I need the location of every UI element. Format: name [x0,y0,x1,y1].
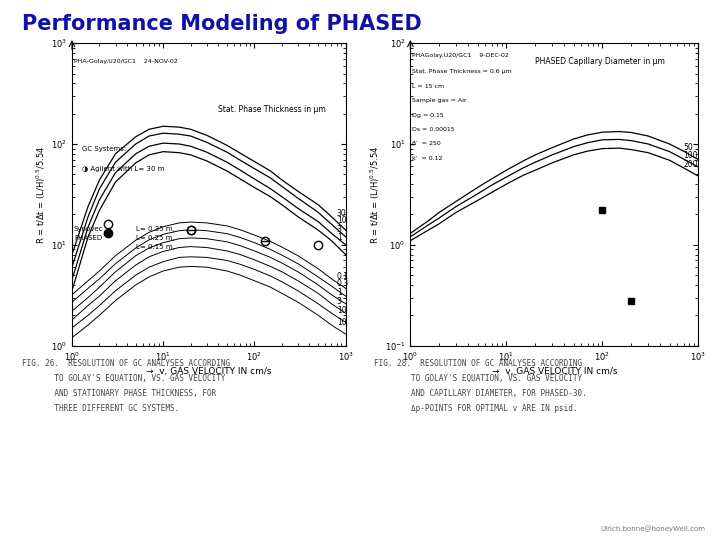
Text: ◑ Agilent with L= 30 m: ◑ Agilent with L= 30 m [82,166,165,172]
Text: L= 0.35 m,: L= 0.35 m, [136,226,175,232]
Text: 200: 200 [683,160,698,169]
Text: TO GOLAY'S EQUATION, VS. GAS VELOCITY: TO GOLAY'S EQUATION, VS. GAS VELOCITY [374,374,582,383]
Text: Stat. Phase Thickness in μm: Stat. Phase Thickness in μm [218,105,326,113]
Text: Ulrich.bonne@honeyWell.com: Ulrich.bonne@honeyWell.com [600,525,706,532]
Text: PHASED Capillary Diameter in μm: PHASED Capillary Diameter in μm [535,57,665,65]
Text: PHA-Golay.U20/GC1    24-NOV-02: PHA-Golay.U20/GC1 24-NOV-02 [74,59,178,64]
Text: PHAGolay.U20/GC1    9-DEC-02: PHAGolay.U20/GC1 9-DEC-02 [413,53,509,58]
Text: Synovec: Synovec [74,226,104,232]
Text: kʹ  = 0.12: kʹ = 0.12 [413,156,443,161]
Text: 10: 10 [337,307,346,315]
Text: 30: 30 [337,209,346,218]
Text: 50: 50 [683,143,693,152]
Text: 10: 10 [337,319,346,327]
Text: L= 0.25 m,: L= 0.25 m, [136,234,174,240]
Text: Performance Modeling of PHASED: Performance Modeling of PHASED [22,14,421,33]
Text: Ds = 0.00015: Ds = 0.00015 [413,127,455,132]
Text: Δp-POINTS FOR OPTIMAL v ARE IN psid.: Δp-POINTS FOR OPTIMAL v ARE IN psid. [374,404,578,414]
X-axis label: →  v, GAS VELOCITY IN cm/s: → v, GAS VELOCITY IN cm/s [492,367,617,376]
Text: FIG. 28.  RESOLUTION OF GC ANALYSES ACCORDING: FIG. 28. RESOLUTION OF GC ANALYSES ACCOR… [374,359,582,368]
Text: Stat. Phase Thickness = 0.6 µm: Stat. Phase Thickness = 0.6 µm [413,69,512,75]
Text: GC Systems:: GC Systems: [82,146,127,152]
Text: 1: 1 [337,288,341,297]
Text: L= 0.15 m,: L= 0.15 m, [136,244,175,249]
Y-axis label: R = t/Δt = (L/H)$^{0.5}$/5.54: R = t/Δt = (L/H)$^{0.5}$/5.54 [35,145,48,244]
Text: TO GOLAY'S EQUATION, VS. GAS VELOCITY: TO GOLAY'S EQUATION, VS. GAS VELOCITY [22,374,225,383]
Text: 3: 3 [337,297,341,306]
Text: 10: 10 [337,217,346,225]
Text: 0.1: 0.1 [337,272,348,281]
Text: FIG. 26.  RESOLUTION OF GC ANALYSES ACCORDING: FIG. 26. RESOLUTION OF GC ANALYSES ACCOR… [22,359,230,368]
Text: βʹ  = 250: βʹ = 250 [413,141,441,146]
X-axis label: →  v, GAS VELOCITY IN cm/s: → v, GAS VELOCITY IN cm/s [146,367,271,376]
Text: THREE DIFFERENT GC SYSTEMS.: THREE DIFFERENT GC SYSTEMS. [22,404,179,414]
Text: Sample gas = Air: Sample gas = Air [413,98,467,103]
Text: 1: 1 [337,233,341,242]
Text: 0.3: 0.3 [337,279,349,288]
Text: L = 15 cm: L = 15 cm [413,84,444,89]
Text: 3: 3 [337,225,341,234]
Text: Dg = 0.15: Dg = 0.15 [413,112,444,118]
Y-axis label: R = t/Δt = (L/H)$^{0.5}$/5.54: R = t/Δt = (L/H)$^{0.5}$/5.54 [369,145,382,244]
Text: AND STATIONARY PHASE THICKNESS, FOR: AND STATIONARY PHASE THICKNESS, FOR [22,389,216,399]
Text: PHASED: PHASED [74,234,102,240]
Text: 100: 100 [683,151,698,160]
Text: AND CAPILLARY DIAMETER, FOR PHASED-30.: AND CAPILLARY DIAMETER, FOR PHASED-30. [374,389,587,399]
